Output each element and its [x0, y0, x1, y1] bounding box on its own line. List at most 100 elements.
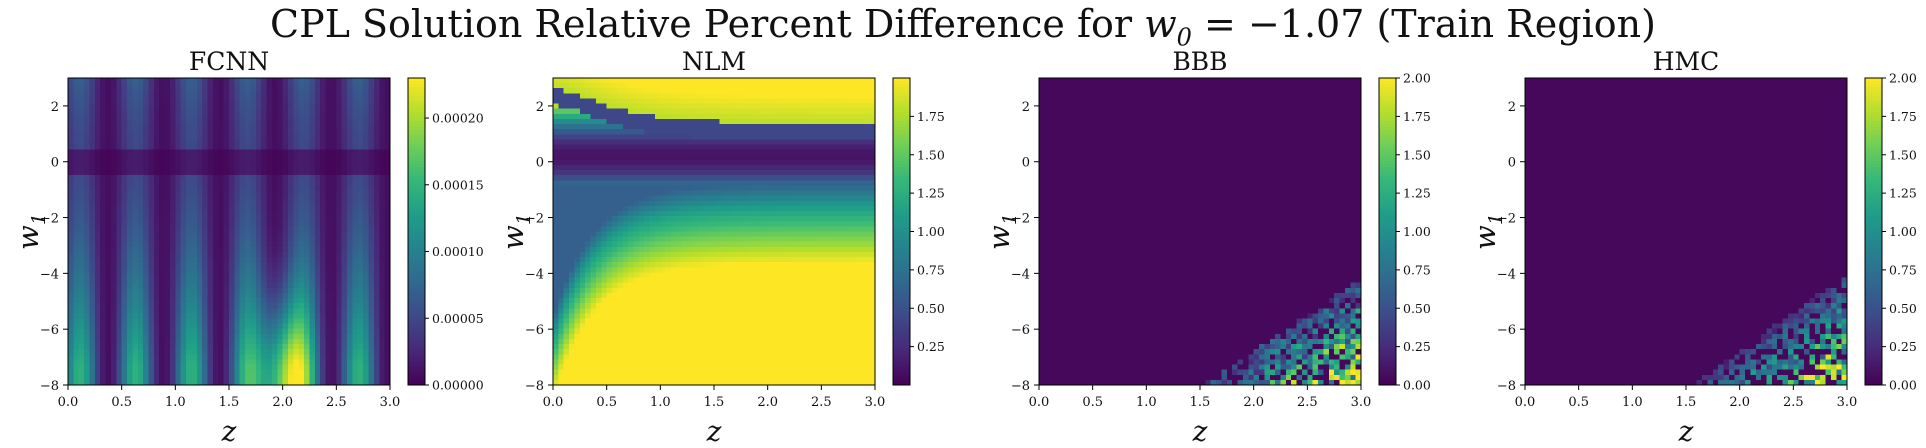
heatmap-cell: [255, 93, 262, 100]
colorbar-segment: [408, 314, 425, 319]
heatmap-cell: [73, 164, 80, 171]
heatmap-cell: [298, 369, 305, 376]
heatmap-cell: [271, 251, 278, 258]
heatmap-cell: [379, 318, 386, 325]
heatmap-cell: [379, 221, 386, 227]
heatmap-cell: [266, 195, 273, 202]
heatmap-cell: [579, 226, 586, 233]
heatmap-cell: [196, 164, 203, 171]
heatmap-cell: [159, 262, 166, 268]
heatmap-cell: [574, 328, 581, 335]
heatmap-cell: [368, 154, 375, 161]
heatmap-cell: [590, 328, 597, 335]
heatmap-cell: [100, 287, 107, 294]
heatmap-cell: [73, 338, 80, 345]
heatmap-cell: [595, 103, 602, 110]
heatmap-cell: [94, 257, 101, 263]
heatmap-cell: [266, 354, 273, 361]
heatmap-cell: [373, 124, 380, 130]
heatmap-cell: [644, 241, 651, 248]
heatmap-cell: [325, 303, 332, 309]
heatmap-cell: [309, 88, 316, 94]
heatmap-cell: [363, 124, 370, 130]
heatmap-cell: [347, 211, 354, 217]
heatmap-cell: [606, 328, 613, 335]
heatmap-cell: [384, 216, 391, 222]
heatmap-cell: [234, 338, 241, 345]
heatmap-cell: [73, 108, 80, 115]
heatmap-cell: [617, 359, 624, 366]
heatmap-cell: [116, 364, 123, 371]
heatmap-cell: [143, 344, 150, 350]
colorbar-segment: [408, 342, 425, 346]
heatmap-cell: [84, 78, 91, 84]
heatmap-cell: [137, 338, 144, 345]
heatmap-cell: [68, 159, 74, 166]
heatmap-cell: [277, 180, 284, 187]
heatmap-cell: [127, 205, 133, 212]
heatmap-cell: [223, 175, 230, 181]
heatmap-cell: [298, 354, 305, 361]
heatmap-cell: [288, 257, 294, 263]
heatmap-cell: [320, 180, 327, 187]
heatmap-cell: [218, 349, 225, 355]
heatmap-cell: [368, 83, 375, 89]
heatmap-cell: [553, 333, 559, 340]
heatmap-cell: [218, 144, 225, 151]
heatmap-cell: [121, 103, 128, 110]
heatmap-cell: [558, 328, 565, 335]
heatmap-cell: [271, 226, 278, 233]
heatmap-cell: [633, 154, 640, 161]
heatmap-cell: [298, 139, 305, 146]
heatmap-cell: [121, 175, 128, 181]
heatmap-cell: [196, 190, 203, 197]
heatmap-cell: [223, 144, 230, 151]
heatmap-cell: [202, 103, 209, 110]
heatmap-cell: [368, 303, 375, 309]
heatmap-cell: [352, 262, 359, 268]
heatmap-cell: [590, 282, 597, 289]
heatmap-cell: [78, 333, 85, 340]
heatmap-cell: [180, 364, 187, 371]
heatmap-cell: [585, 272, 592, 279]
heatmap-cell: [585, 374, 592, 381]
heatmap-cell: [153, 175, 160, 181]
heatmap-cell: [159, 349, 166, 355]
heatmap-cell: [143, 272, 150, 279]
heatmap-cell: [261, 216, 268, 222]
heatmap-cell: [277, 277, 284, 284]
heatmap-cell: [298, 175, 305, 181]
heatmap-cell: [250, 308, 257, 314]
heatmap-cell: [255, 374, 262, 381]
heatmap-cell: [105, 374, 112, 381]
heatmap-cell: [288, 282, 294, 289]
heatmap-cell: [218, 93, 225, 100]
heatmap-cell: [137, 124, 144, 130]
heatmap-cell: [180, 103, 187, 110]
heatmap-cell: [379, 246, 386, 253]
heatmap-cell: [105, 221, 112, 227]
heatmap-cell: [234, 124, 241, 130]
heatmap-cell: [159, 139, 166, 146]
heatmap-cell: [186, 211, 193, 217]
heatmap-cell: [68, 185, 74, 192]
heatmap-cell: [175, 216, 182, 222]
heatmap-cell: [558, 277, 565, 284]
heatmap-cell: [105, 134, 112, 140]
heatmap-cell: [282, 318, 289, 325]
heatmap-cell: [175, 236, 182, 243]
heatmap-cell: [595, 134, 602, 140]
heatmap-cell: [320, 83, 327, 89]
heatmap-cell: [245, 292, 252, 299]
heatmap-cell: [94, 287, 101, 294]
heatmap-cell: [601, 159, 608, 166]
heatmap-cell: [638, 139, 645, 146]
heatmap-cell: [553, 93, 559, 100]
heatmap-cell: [229, 216, 235, 222]
heatmap-cell: [159, 149, 166, 156]
heatmap-cell: [633, 292, 640, 299]
heatmap-cell: [78, 277, 85, 284]
heatmap-cell: [644, 78, 651, 84]
heatmap-cell: [644, 113, 651, 120]
heatmap-cell: [207, 374, 214, 381]
